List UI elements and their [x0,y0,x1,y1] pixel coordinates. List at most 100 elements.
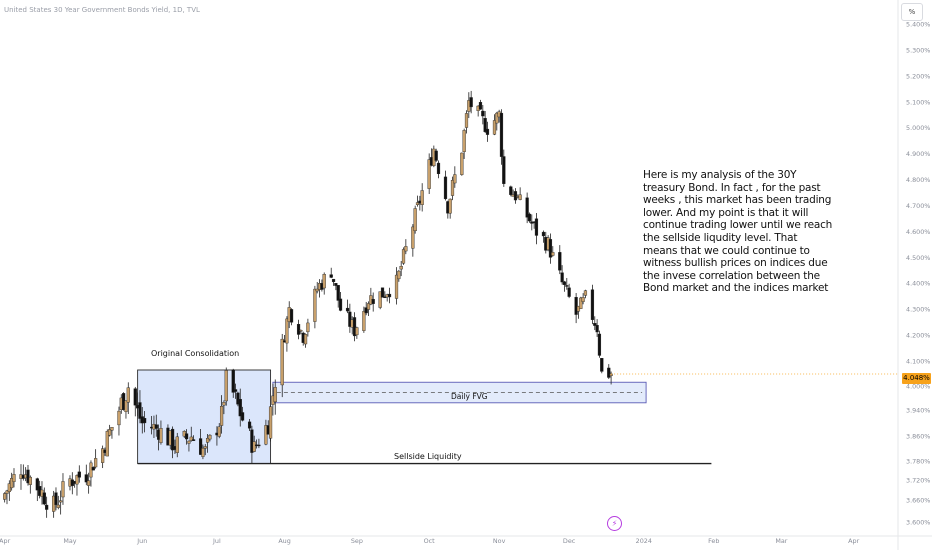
candle-body[interactable] [42,492,46,505]
candle-body[interactable] [420,190,424,205]
candle-body[interactable] [331,278,336,283]
candle-body[interactable] [94,458,98,468]
candle-body[interactable] [175,436,179,453]
candle-body[interactable] [154,424,158,429]
candle-body[interactable] [35,478,39,491]
candle-body[interactable] [483,118,487,132]
candle-body[interactable] [205,438,210,443]
candle-body[interactable] [469,97,473,108]
candle-body[interactable] [26,469,30,484]
candle-body[interactable] [567,287,571,297]
candle-body[interactable] [189,436,193,441]
candle-body[interactable] [56,504,60,508]
candle-body[interactable] [464,113,469,128]
candle-body[interactable] [551,252,555,256]
candle-body[interactable] [126,387,130,403]
candle-body[interactable] [595,325,599,333]
candle-body[interactable] [138,402,142,419]
lightning-bolt-icon[interactable]: ⚡ [607,516,622,531]
candle-body[interactable] [77,471,81,478]
candle-body[interactable] [236,392,240,405]
candle-body[interactable] [560,272,564,283]
candle-body[interactable] [527,213,532,222]
candle-body[interactable] [597,333,602,356]
candle-body[interactable] [285,318,289,344]
candle-body[interactable] [217,426,221,437]
candle-body[interactable] [492,120,497,135]
candle-body[interactable] [355,327,359,336]
candle-body[interactable] [252,441,256,452]
candle-body[interactable] [334,283,338,286]
candle-body[interactable] [548,239,553,258]
candle-body[interactable] [415,202,420,205]
candle-body[interactable] [394,274,399,299]
candle-body[interactable] [264,425,268,445]
candle-body[interactable] [203,446,207,449]
candle-body[interactable] [87,480,91,486]
candle-body[interactable] [366,303,371,310]
candle-body[interactable] [303,334,308,345]
candle-body[interactable] [247,421,252,429]
candle-body[interactable] [600,358,604,372]
candle-body[interactable] [108,429,112,436]
candle-body[interactable] [84,474,88,483]
candle-body[interactable] [525,197,529,218]
candle-body[interactable] [436,162,441,175]
candle-body[interactable] [296,323,301,335]
unit-badge-button[interactable]: % [901,3,923,21]
candle-body[interactable] [233,389,238,392]
candle-body[interactable] [399,266,403,270]
candle-body[interactable] [513,191,518,201]
candle-body[interactable] [502,156,506,184]
candle-body[interactable] [105,431,109,457]
candle-body[interactable] [322,274,326,289]
candle-body[interactable] [219,406,224,426]
candle-body[interactable] [448,198,452,214]
candle-body[interactable] [238,398,242,417]
candle-body[interactable] [250,429,254,453]
candle-body[interactable] [364,307,368,314]
candle-body[interactable] [110,427,114,431]
candle-body[interactable] [187,440,191,444]
candle-body[interactable] [143,418,147,424]
candle-body[interactable] [590,289,595,320]
candle-body[interactable] [362,311,366,331]
candle-body[interactable] [257,444,261,447]
candle-body[interactable] [315,288,319,292]
candle-body[interactable] [562,281,567,285]
candle-body[interactable] [201,448,205,457]
candle-body[interactable] [574,297,578,315]
candle-body[interactable] [593,323,597,326]
candle-body[interactable] [3,493,7,500]
candle-body[interactable] [231,369,235,393]
candle-body[interactable] [198,438,203,455]
candle-body[interactable] [413,208,417,232]
candle-body[interactable] [306,322,310,333]
candle-body[interactable] [10,478,14,489]
candle-body[interactable] [289,309,294,323]
candle-body[interactable] [434,150,438,161]
candle-body[interactable] [541,231,546,237]
candle-body[interactable] [579,297,583,309]
candle-body[interactable] [280,338,284,386]
candle-body[interactable] [401,249,406,264]
candle-body[interactable] [462,130,466,152]
candle-body[interactable] [509,186,513,195]
candle-body[interactable] [313,288,317,322]
candle-body[interactable] [481,110,485,117]
candle-body[interactable] [583,290,588,296]
candle-body[interactable] [124,400,128,412]
candle-body[interactable] [273,387,277,403]
candle-body[interactable] [159,428,163,443]
candle-body[interactable] [240,412,245,421]
candle-body[interactable] [371,299,375,304]
candle-body[interactable] [28,476,32,485]
candle-body[interactable] [45,504,49,510]
candle-body[interactable] [133,388,137,406]
candle-body[interactable] [224,370,228,402]
candle-body[interactable] [443,176,448,200]
candle-body[interactable] [404,246,408,252]
candle-body[interactable] [345,307,350,312]
